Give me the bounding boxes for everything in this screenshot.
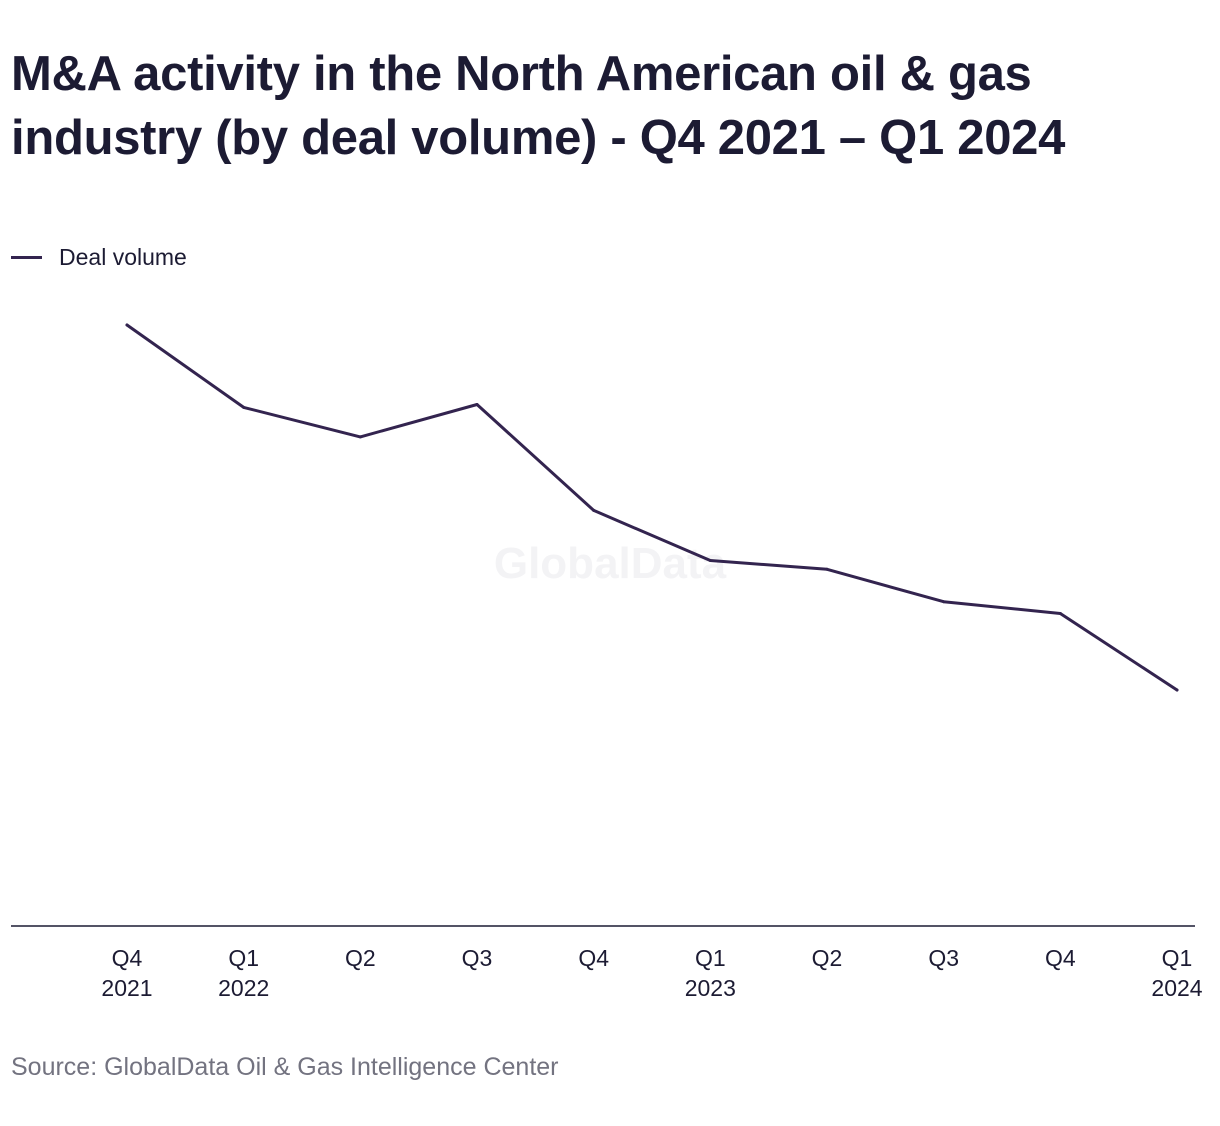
x-tick-label: Q3 [462,945,493,971]
series-layer [125,323,1179,692]
x-tick-label: Q1 [228,945,259,971]
data-point[interactable] [942,600,946,604]
data-point[interactable] [475,403,479,406]
data-point[interactable] [1175,688,1179,692]
x-tick-year-label: 2021 [101,975,152,1001]
x-tick-label: Q2 [345,945,376,971]
x-tick-year-label: 2024 [1151,975,1202,1001]
series-line-deal-volume [125,323,1179,692]
legend: Deal volume [11,242,187,272]
x-tick-year-label: 2022 [218,975,269,1001]
data-point[interactable] [825,567,829,571]
legend-swatch-deal-volume [11,255,42,259]
data-point[interactable] [592,508,596,512]
x-tick-label: Q1 [1162,945,1193,971]
watermark-text: GlobalData [494,539,727,588]
data-point[interactable] [242,405,246,409]
data-point[interactable] [358,435,362,439]
chart-title: M&A activity in the North American oil &… [11,47,1066,165]
x-tick-year-label: 2023 [685,975,736,1001]
x-tick-label: Q3 [928,945,959,971]
source-note: Source: GlobalData Oil & Gas Intelligenc… [11,1053,559,1081]
x-tick-label: Q1 [695,945,726,971]
x-tick-label: Q4 [112,945,143,971]
x-tick-label: Q4 [1045,945,1076,971]
x-axis-ticks: Q4 2021 Q1 2022 Q2 Q3 Q4 Q1 2023 Q2 Q3 Q4 Q1 2024 [101,945,1202,1001]
data-point[interactable] [125,323,129,327]
legend-label-deal-volume: Deal volume [59,243,187,270]
x-tick-label: Q2 [812,945,843,971]
data-point[interactable] [708,559,712,562]
data-point[interactable] [1058,612,1062,615]
x-tick-label: Q4 [578,945,609,971]
